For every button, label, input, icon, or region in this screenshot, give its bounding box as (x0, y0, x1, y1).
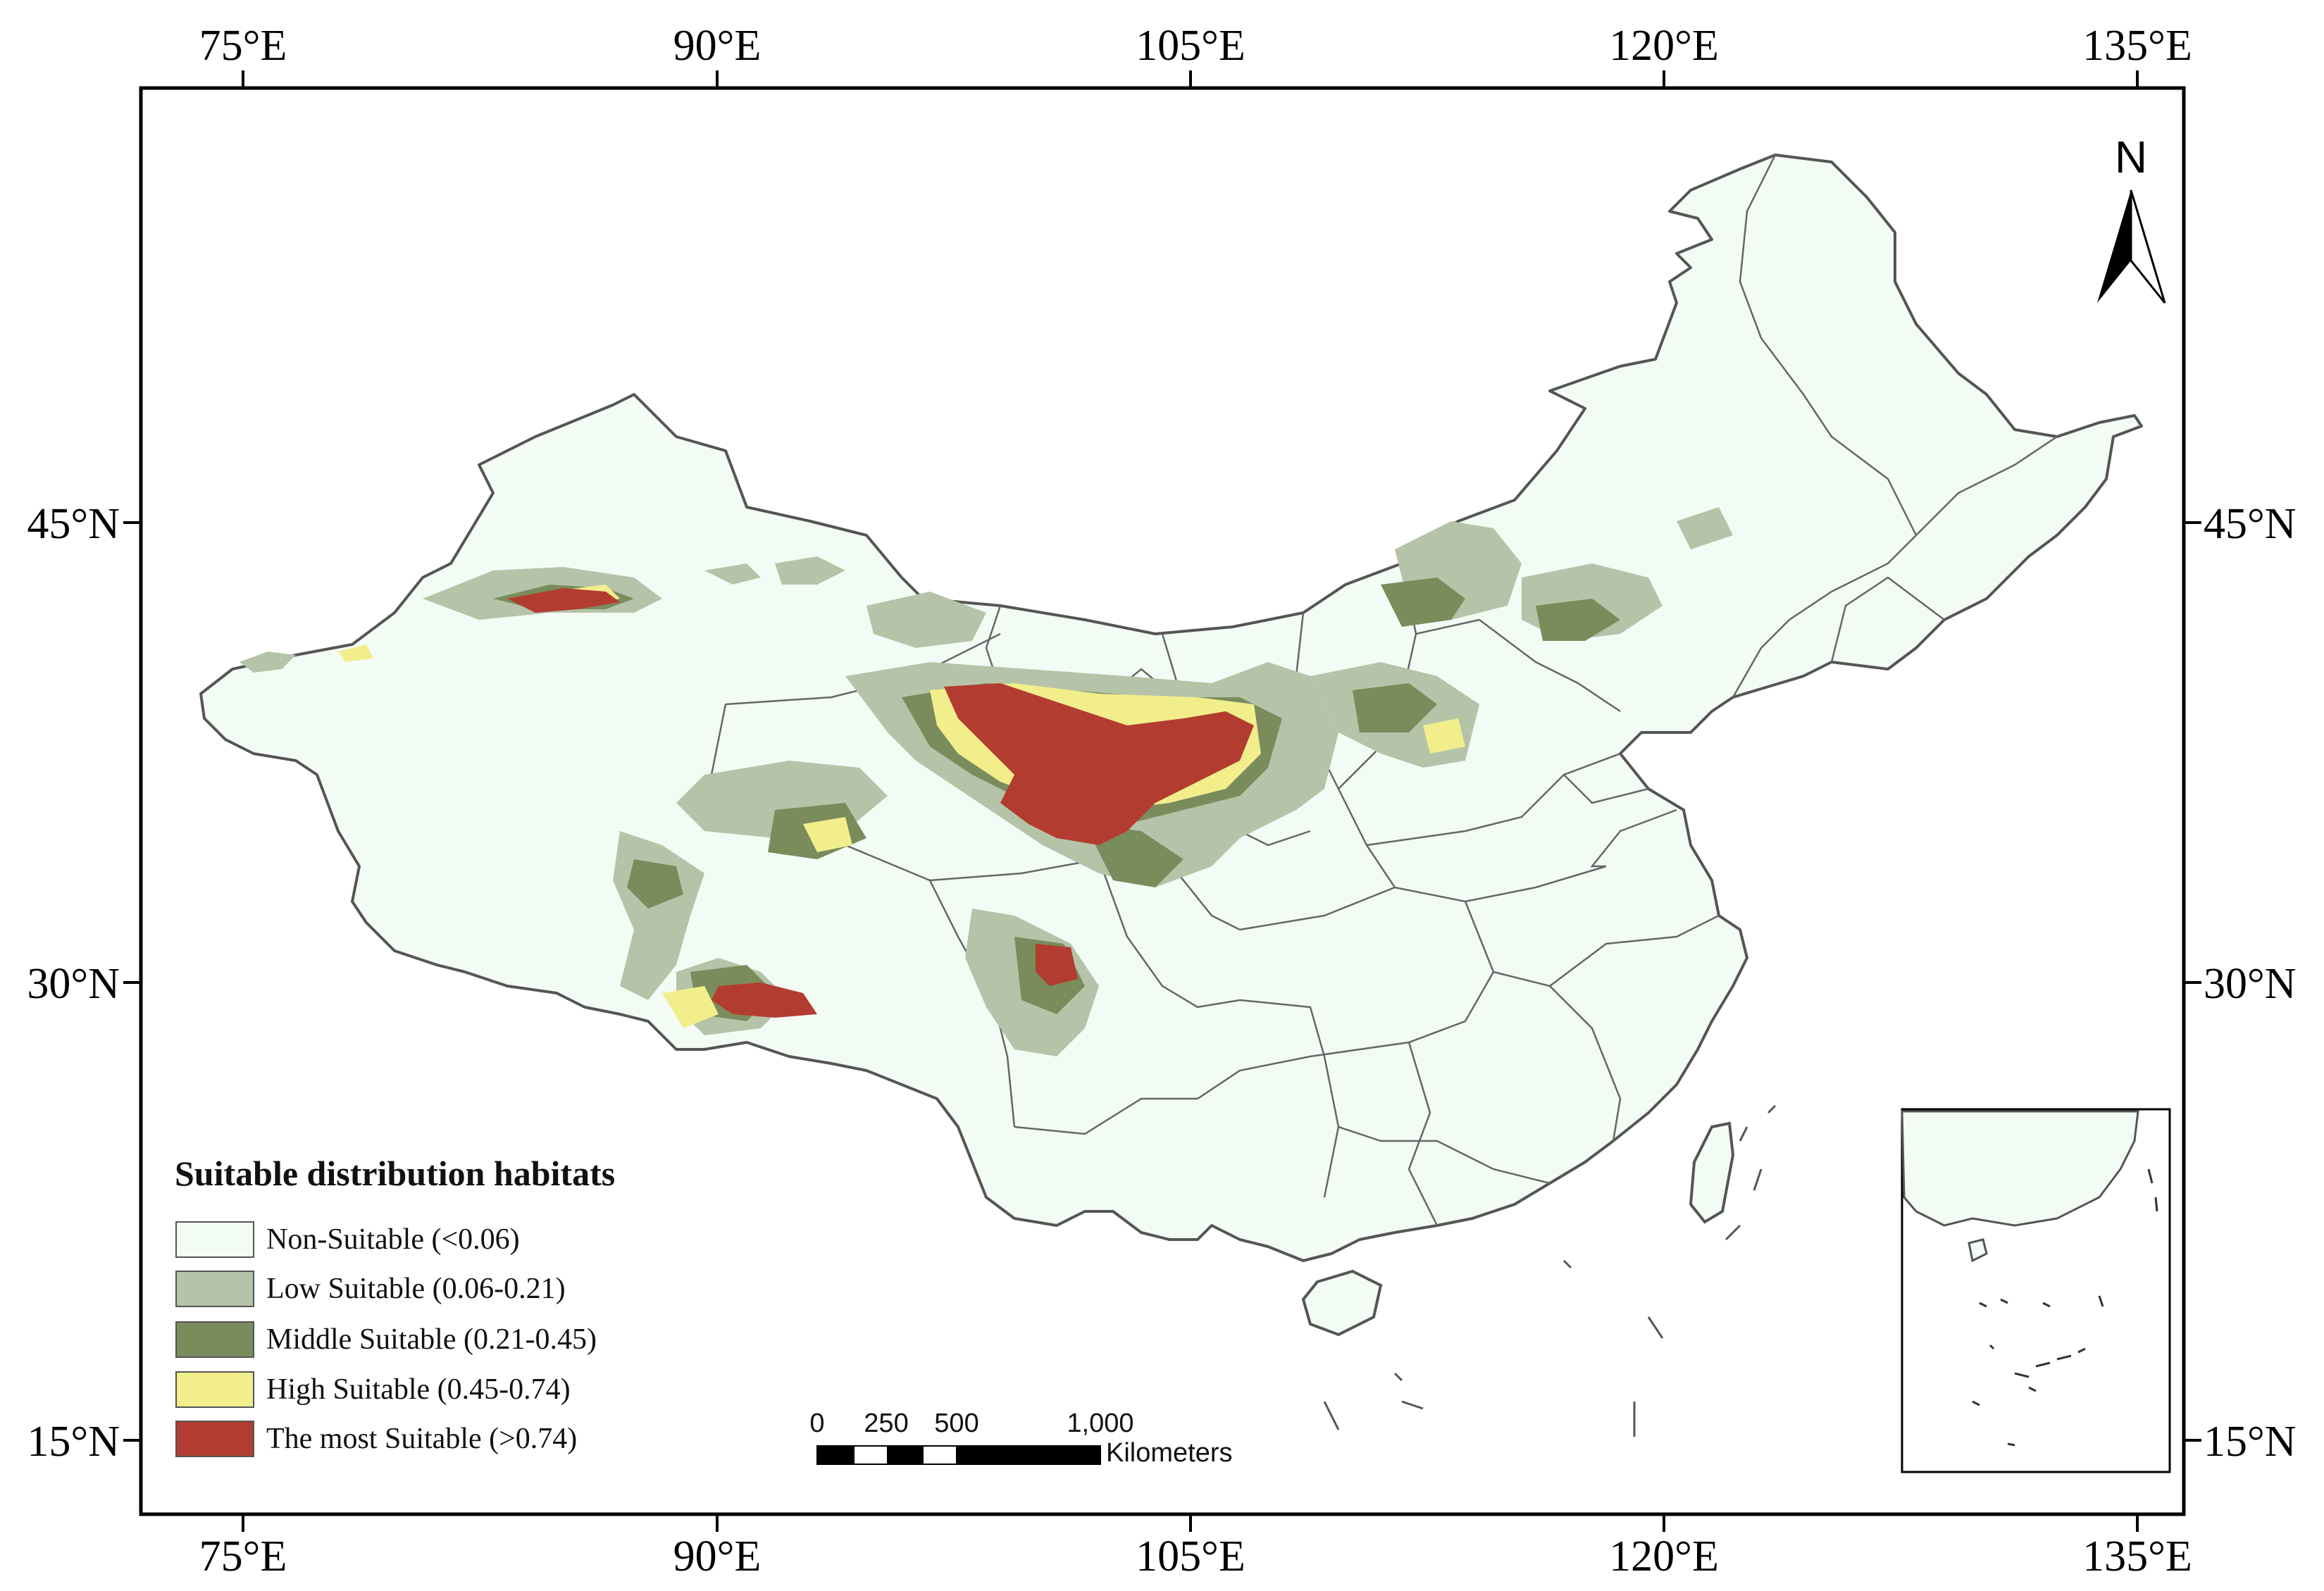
scale-bar: 0 250 500 1,000 Kilometers (809, 1409, 1232, 1468)
scale-segment (887, 1445, 924, 1465)
lat-label-left: 30°N (27, 960, 120, 1008)
most-suitable-regions (507, 588, 1254, 1018)
lat-label-left: 45°N (27, 500, 120, 548)
lon-label-bottom: 120°E (1609, 1533, 1719, 1580)
north-arrow-label: N (2115, 132, 2147, 182)
scale-tick-500: 500 (934, 1409, 978, 1438)
inset-islands (1972, 1168, 2158, 1447)
lon-label-bottom: 105°E (1136, 1533, 1245, 1580)
scale-tick-1000: 1,000 (1067, 1409, 1133, 1438)
scale-tick-250: 250 (864, 1409, 908, 1438)
scale-segment (922, 1445, 957, 1465)
legend: Suitable distribution habitats Non-Suita… (175, 1154, 615, 1457)
lat-label-left: 15°N (27, 1418, 120, 1466)
legend-swatch-low-suitable (175, 1271, 254, 1307)
lat-label-right: 45°N (2204, 500, 2297, 548)
inset-map (1901, 1108, 2171, 1473)
legend-label-high-suitable: High Suitable (0.45-0.74) (266, 1373, 571, 1406)
scale-segment (853, 1445, 888, 1465)
lat-label-right: 30°N (2204, 960, 2297, 1008)
lon-label-bottom: 90°E (673, 1533, 762, 1580)
legend-label-low-suitable: Low Suitable (0.06-0.21) (266, 1273, 566, 1305)
inset-mainland (1901, 1110, 2139, 1227)
scale-tick-0: 0 (809, 1409, 824, 1438)
lon-label-top: 75°E (199, 22, 287, 70)
scale-segment (816, 1445, 855, 1465)
legend-swatch-non-suitable (175, 1221, 254, 1258)
inset-hainan (1968, 1238, 1988, 1263)
hainan-island (1301, 1269, 1383, 1337)
lon-label-bottom: 135°E (2082, 1533, 2192, 1580)
south-china-sea-islands (1323, 1104, 1777, 1437)
lon-label-top: 120°E (1609, 22, 1719, 70)
legend-label-most-suitable: The most Suitable (>0.74) (266, 1423, 577, 1455)
lon-label-top: 105°E (1136, 22, 1245, 70)
legend-title: Suitable distribution habitats (175, 1154, 615, 1193)
taiwan-island (1689, 1121, 1735, 1224)
north-arrow-icon (2097, 189, 2166, 304)
legend-swatch-middle-suitable (175, 1321, 254, 1358)
scale-unit: Kilometers (1106, 1438, 1233, 1468)
frame-ticks (123, 70, 2201, 1532)
legend-swatch-most-suitable (175, 1421, 254, 1457)
legend-swatch-high-suitable (175, 1371, 254, 1408)
legend-label-middle-suitable: Middle Suitable (0.21-0.45) (266, 1323, 597, 1356)
lon-label-top: 90°E (673, 22, 762, 70)
scale-segment (956, 1445, 1101, 1465)
lon-label-top: 135°E (2082, 22, 2192, 70)
legend-label-non-suitable: Non-Suitable (<0.06) (266, 1223, 520, 1256)
lon-label-bottom: 75°E (199, 1533, 287, 1580)
lat-label-right: 15°N (2204, 1418, 2297, 1466)
